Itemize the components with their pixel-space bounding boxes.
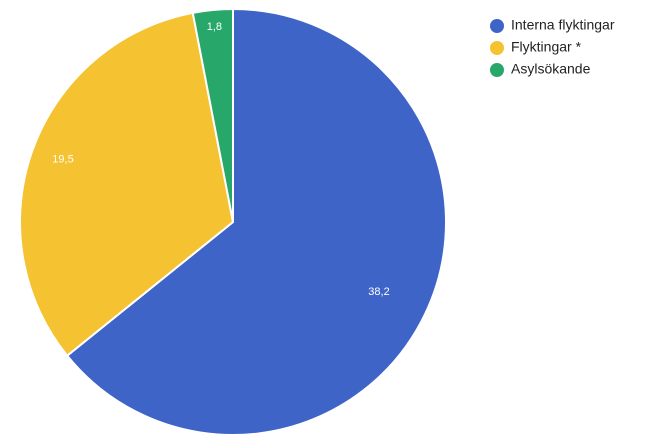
pie-slice-3 — [191, 7, 234, 223]
pie-slice-labels: 38,2 19,5 1,8 — [52, 21, 389, 298]
legend-marker-2 — [490, 41, 504, 55]
legend: Interna flyktingar Flyktingar * Asylsökand… — [490, 17, 615, 77]
slice-value-label-3: 1,8 — [207, 21, 222, 33]
pie-slice-1 — [65, 7, 447, 436]
legend-marker-1 — [490, 19, 504, 33]
pie-slices — [19, 7, 447, 436]
pie-slice-2 — [19, 11, 235, 358]
slice-value-label-2: 19,5 — [52, 154, 73, 166]
legend-label-2: Flyktingar * — [511, 39, 582, 55]
legend-label-3: Asylsökande — [511, 61, 591, 77]
legend-label-1: Interna flyktingar — [511, 17, 615, 33]
legend-marker-3 — [490, 63, 504, 77]
slice-value-label-1: 38,2 — [368, 286, 389, 298]
